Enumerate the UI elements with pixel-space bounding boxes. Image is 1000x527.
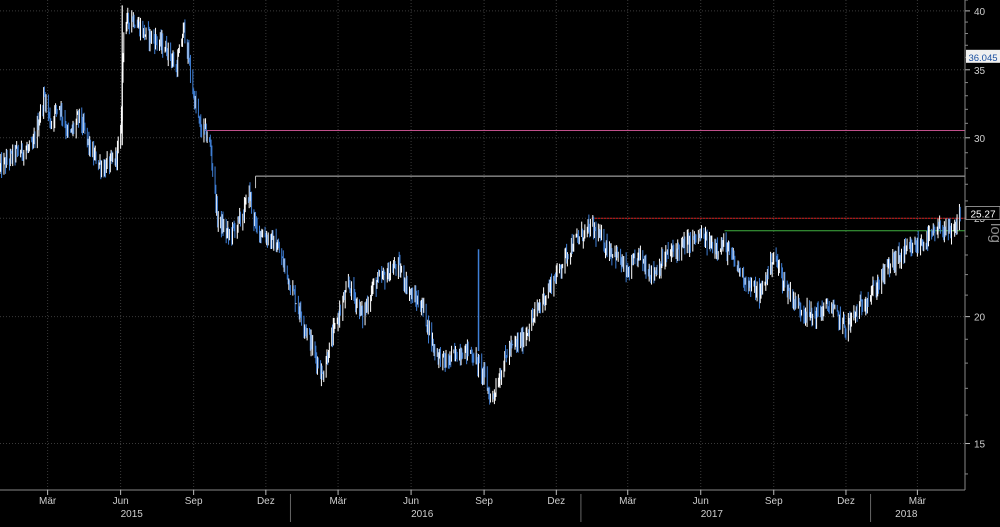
y-tick-label: 20 [974,313,986,324]
high-price-label: 36.045 [968,53,997,64]
x-tick-label: Sep [185,496,203,507]
x-tick-label: Dez [547,496,565,507]
last-price-label: 25.27 [970,209,995,220]
high-price-badge [966,49,1000,63]
x-tick-label: Mär [909,496,927,507]
x-tick-label: Mär [39,496,57,507]
x-tick-label: Dez [257,496,275,507]
x-tick-label: Dez [837,496,855,507]
x-tick-label: Mär [619,496,637,507]
x-tick-label: Sep [765,496,783,507]
x-tick-label: Jun [113,496,129,507]
x-tick-label: Jun [403,496,419,507]
x-tick-label: Mär [329,496,347,507]
year-label: 2015 [121,509,144,520]
last-price-badge [965,206,1000,220]
year-label: 2018 [895,509,918,520]
y-tick-label: 30 [974,134,986,145]
x-tick-label: Jun [693,496,709,507]
y-tick-label: 35 [974,66,986,77]
y-tick-label: 40 [974,7,986,18]
x-tick-label: Sep [475,496,493,507]
y-tick-label: 15 [974,440,986,451]
year-label: 2017 [701,509,724,520]
log-scale-label: log [987,223,1000,243]
year-label: 2016 [411,509,434,520]
